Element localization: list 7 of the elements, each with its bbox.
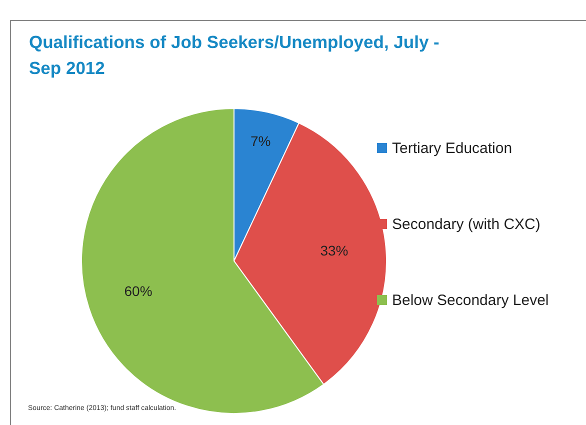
data-label: 7% <box>250 132 271 149</box>
data-label: 60% <box>124 282 152 299</box>
data-label: 33% <box>320 242 348 258</box>
legend-label: Below Secondary Level <box>392 292 549 308</box>
legend-label: Secondary (with CXC) <box>392 216 540 232</box>
legend-label: Tertiary Education <box>392 140 512 156</box>
chart-title: Qualifications of Job Seekers/Unemployed, July - Sep 2012 <box>29 31 440 80</box>
